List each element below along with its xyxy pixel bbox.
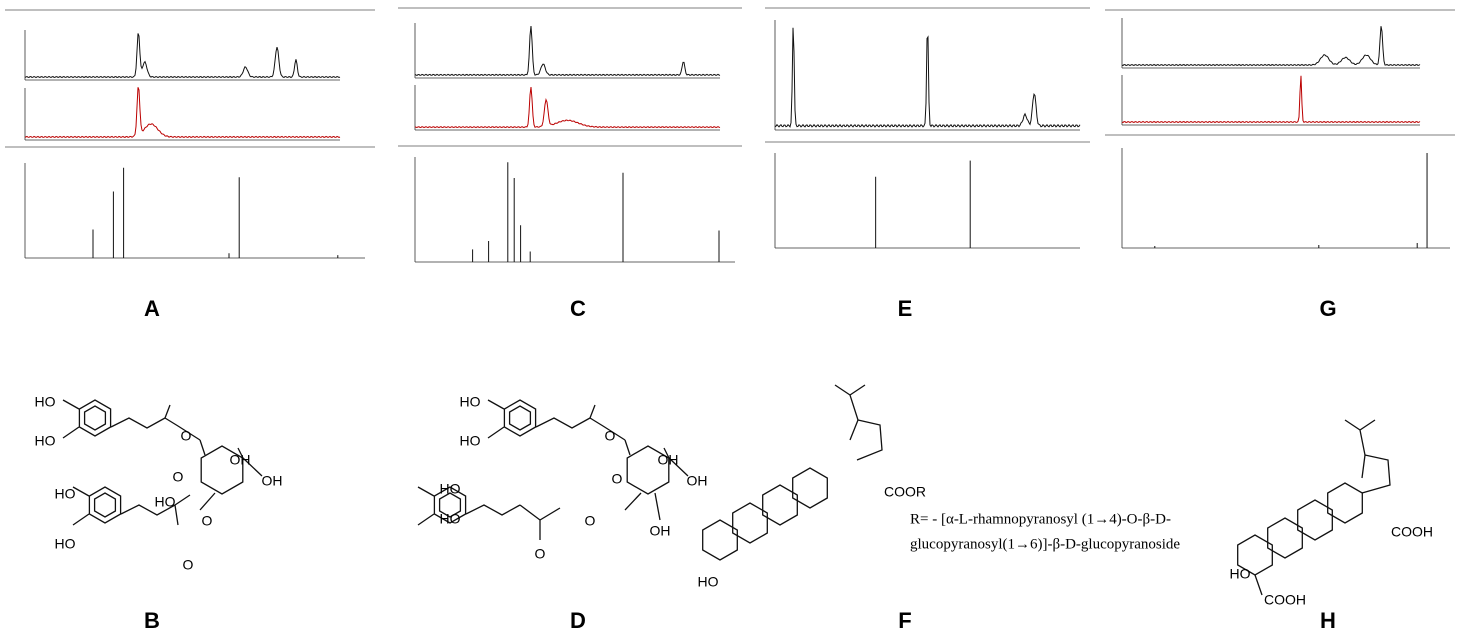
bond [732,502,768,544]
atom-label: HO [698,574,719,590]
atom-label: O [605,428,616,444]
substituent-line: R= - [α-L-rhamnopyranosyl (1→4)-O-β-D- [910,511,1171,527]
atom-label: O [585,513,596,529]
bond [174,494,191,526]
trace [24,33,341,79]
atom-label: OH [230,452,251,468]
panel-label: A [144,296,160,321]
bond [72,486,90,526]
panel-label: C [570,296,586,321]
atom-label: HO [55,486,76,502]
atom-label: O [173,469,184,485]
bond [62,399,80,439]
atom-label: HO [155,494,176,510]
bond [834,384,866,421]
atom-label: O [612,471,623,487]
bond [78,399,112,437]
atom-label: HO [440,511,461,527]
panel-label: F [898,608,911,633]
panel-label: E [898,296,913,321]
bond [1361,454,1391,494]
atom-label: COOH [1391,524,1433,540]
bond [508,405,532,431]
panel-label: G [1319,296,1336,321]
atom-label: HO [440,481,461,497]
atom-label: COOH [1264,592,1306,608]
atom-label: HO [460,433,481,449]
bond [792,467,828,509]
bond [589,404,626,441]
bond [417,486,435,526]
bond [535,417,591,429]
bond [438,492,462,518]
bond [83,405,107,431]
bond [199,439,263,511]
atom-label: OH [262,473,283,489]
atom-label: O [535,546,546,562]
bond [120,504,176,516]
bond [849,419,883,461]
bond [624,439,689,521]
bond [1254,574,1263,596]
panel-label: D [570,608,586,633]
atom-label: O [183,557,194,573]
atom-label: HO [35,394,56,410]
bond [433,486,467,524]
substituent-line: glucopyranosyl(1→6)]-β-D-glucopyranoside [910,536,1180,552]
bond [1297,499,1333,541]
bond [762,484,798,526]
bond [702,519,738,561]
bond [503,399,537,437]
atom-label: OH [687,473,708,489]
trace [1121,75,1421,124]
atom-label: O [181,428,192,444]
trace [774,27,1081,128]
panel-label: H [1320,608,1336,633]
atom-label: O [202,513,213,529]
trace [1121,26,1421,67]
atom-label: HO [35,433,56,449]
trace [414,87,721,129]
bond [164,404,201,441]
panel-label: B [144,608,160,633]
trace [24,87,341,139]
atom-label: OH [658,452,679,468]
bond [487,399,505,439]
atom-label: HO [460,394,481,410]
atom-label: HO [1230,566,1251,582]
atom-label: HO [55,536,76,552]
bond [88,486,122,524]
bond [93,492,117,518]
bond [110,417,166,429]
atom-label: OH [650,523,671,539]
bond [1344,419,1376,456]
bond [519,504,561,540]
bond [1267,517,1303,559]
atom-label: COOR [884,484,926,500]
trace [414,25,721,77]
bond [465,504,521,516]
